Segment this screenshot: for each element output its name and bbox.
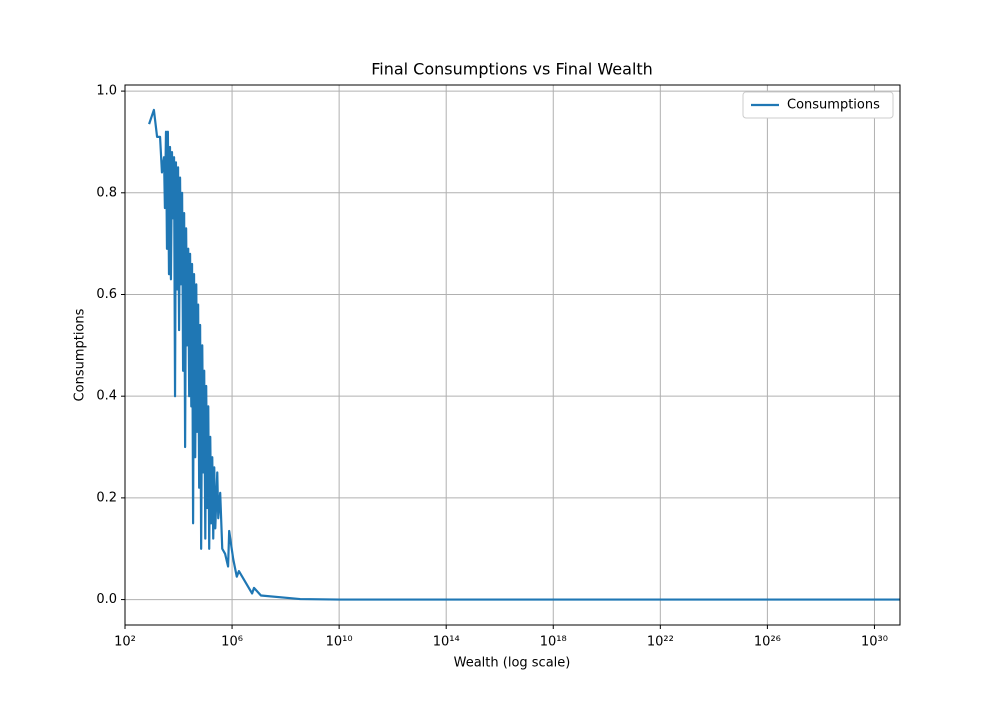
y-tick-label: 0.4 — [96, 389, 117, 404]
x-tick-label: 10² — [114, 635, 136, 650]
x-tick-label: 10²⁶ — [754, 635, 781, 650]
chart-title: Final Consumptions vs Final Wealth — [371, 60, 653, 79]
legend-label: Consumptions — [787, 98, 880, 113]
x-tick-label: 10²² — [647, 635, 674, 650]
x-tick-label: 10³⁰ — [861, 635, 888, 650]
x-tick-label: 10¹⁰ — [326, 635, 353, 650]
y-tick-label: 0.8 — [96, 185, 117, 200]
y-tick-label: 0.6 — [96, 287, 117, 302]
x-tick-label: 10¹⁴ — [433, 635, 460, 650]
y-tick-label: 0.2 — [96, 490, 117, 505]
x-tick-label: 10⁶ — [221, 635, 243, 650]
data-line — [148, 108, 900, 601]
y-axis-label: Consumptions — [73, 308, 88, 401]
x-axis-label: Wealth (log scale) — [454, 656, 571, 671]
y-tick-label: 0.0 — [96, 592, 117, 607]
y-tick-label: 1.0 — [96, 84, 117, 99]
legend-box — [742, 91, 894, 119]
plot-frame — [124, 84, 901, 626]
x-tick-label: 10¹⁸ — [540, 635, 567, 650]
